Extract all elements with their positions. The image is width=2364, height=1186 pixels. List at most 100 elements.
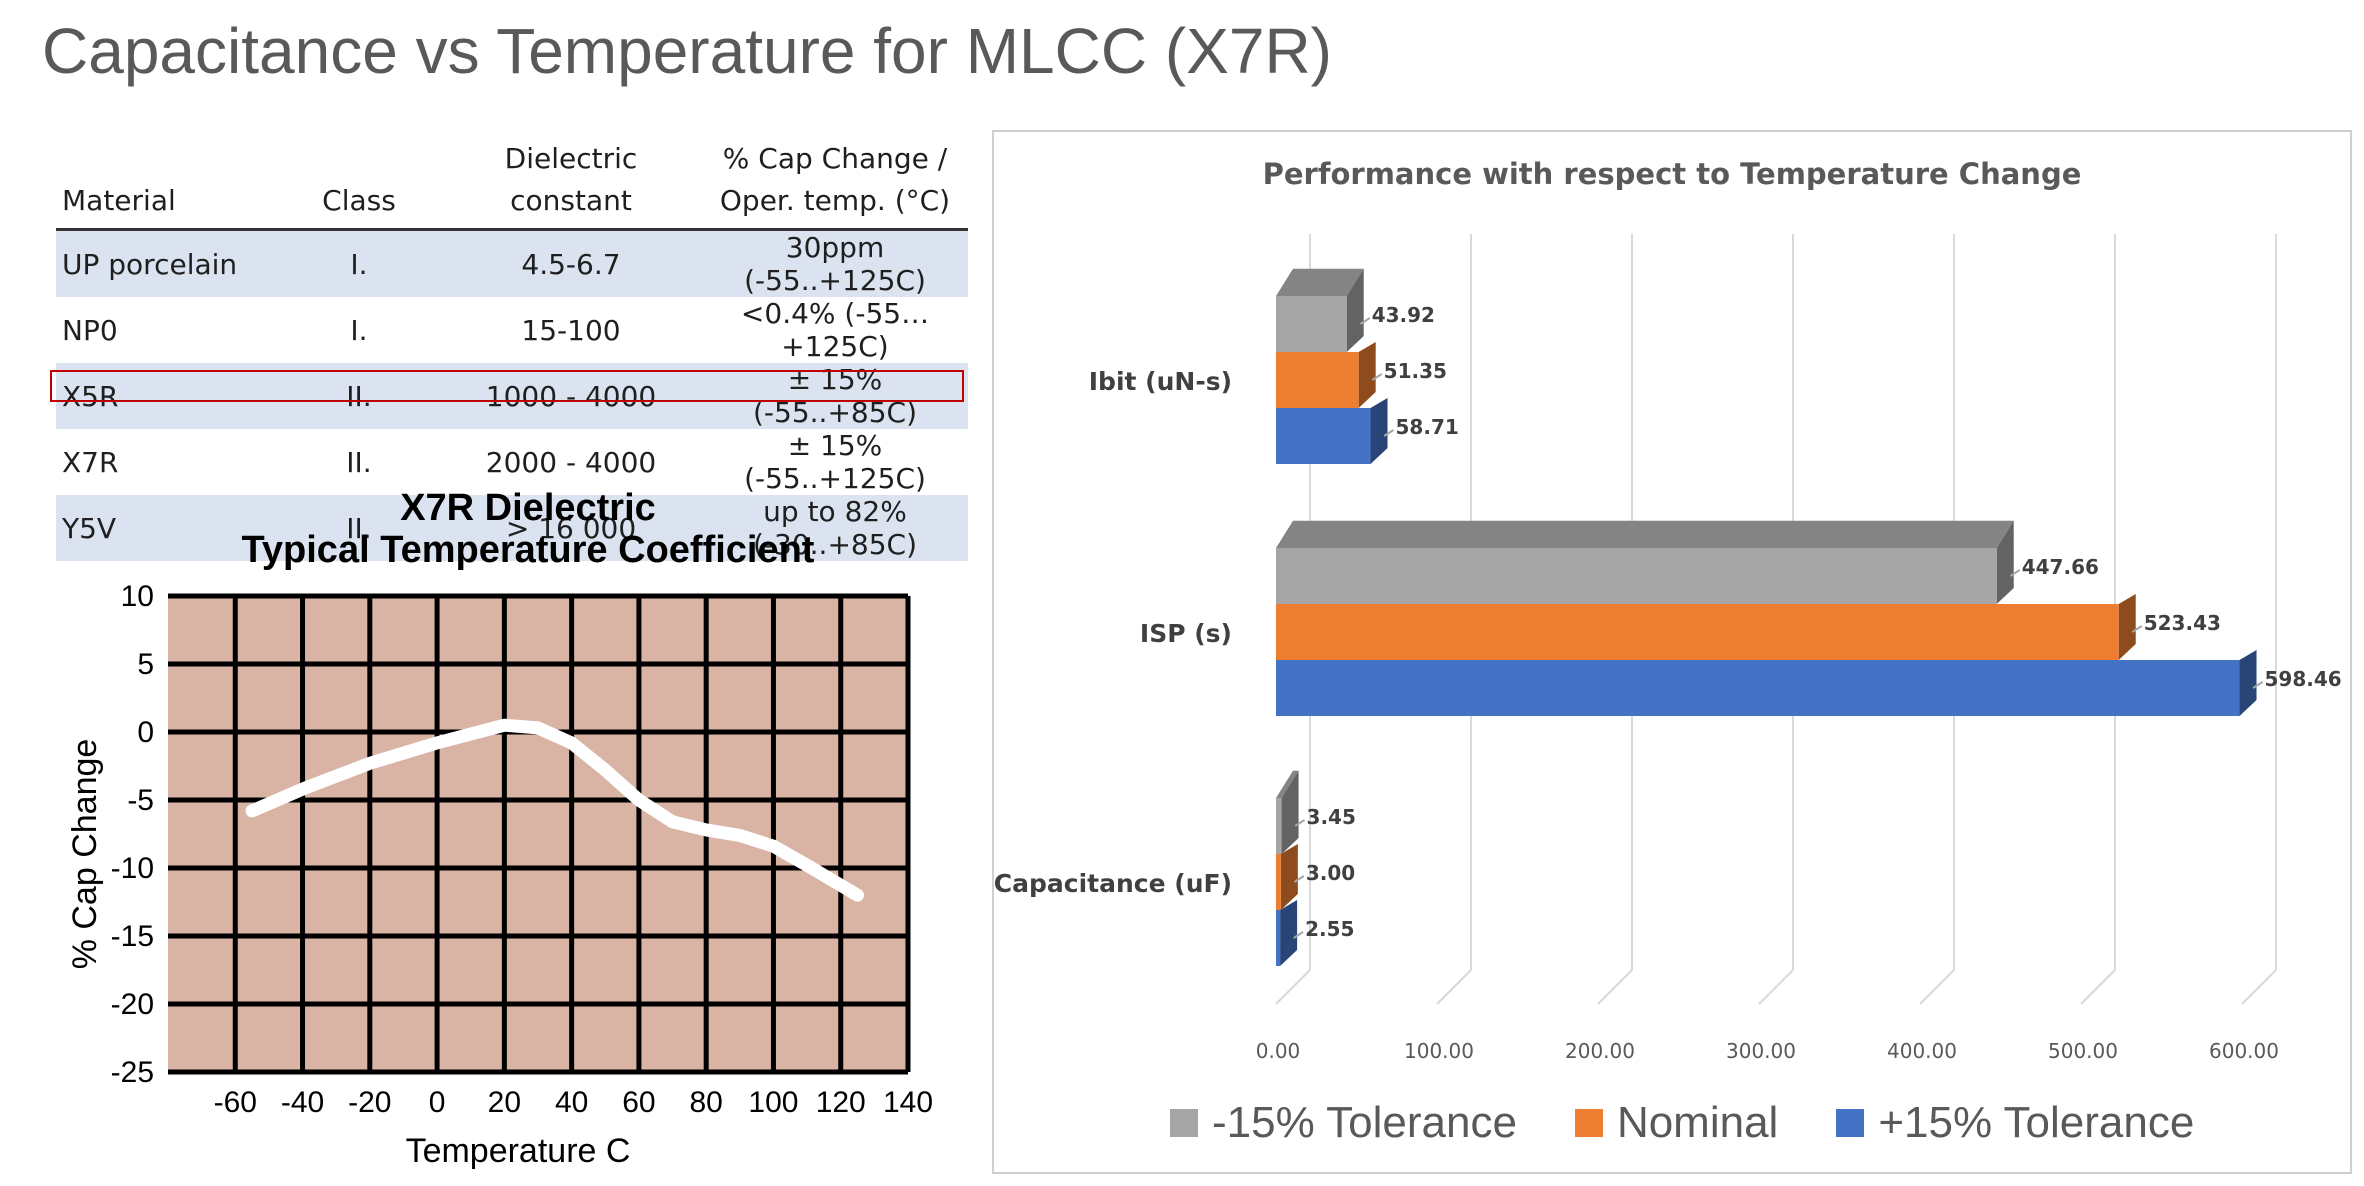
x-tick-label: 60 <box>622 1086 655 1119</box>
cell-cap-change: <0.4% (-55…+125C) <box>740 297 930 363</box>
category-label: Capacitance (uF) <box>994 869 1232 898</box>
cell-cap-change: ± 15% (-55..+125C) <box>744 429 926 495</box>
data-label-leader <box>1371 373 1383 381</box>
cell-dielectric: 4.5-6.7 <box>440 229 702 297</box>
bar-side-face <box>1280 900 1298 966</box>
x-tick-label: 600.00 <box>2209 1039 2279 1063</box>
bar-side-face <box>1346 268 1364 352</box>
table-row: Y5V II. > 16 000 up to 82% (-30..+85C) <box>56 495 968 561</box>
bar-chart-legend: -15% Tolerance Nominal +15% Tolerance <box>1170 1098 2194 1148</box>
floor-gridline <box>2241 969 2277 1005</box>
cell-material: NP0 <box>62 313 118 347</box>
bar <box>1276 408 1371 464</box>
x-tick-label: 120 <box>816 1086 866 1119</box>
bar <box>1276 798 1282 854</box>
x-tick-label: 0.00 <box>1256 1039 1301 1063</box>
data-label: 523.43 <box>2144 611 2221 635</box>
cap-change-curve <box>245 718 864 902</box>
data-label: 43.92 <box>1372 303 1435 327</box>
cell-dielectric: 1000 - 4000 <box>440 363 702 429</box>
bar <box>1276 854 1281 910</box>
bar-side-face <box>2239 650 2257 716</box>
legend-swatch <box>1836 1109 1865 1137</box>
cell-material: Y5V <box>56 495 278 561</box>
bar-side-face <box>1358 342 1376 408</box>
x-tick-label: 300.00 <box>1726 1039 1796 1063</box>
header-dielectric-constant: Dielectric constant <box>440 134 702 231</box>
legend-label: -15% Tolerance <box>1212 1098 1517 1147</box>
line-chart-plot-area <box>168 596 908 1072</box>
cell-cap-change: 30ppm (-55..+125C) <box>702 229 968 297</box>
legend-swatch <box>1574 1109 1603 1137</box>
x-axis-label: Temperature C <box>406 1132 631 1170</box>
x-tick-label: 100 <box>748 1086 798 1119</box>
floor-gridline <box>1275 969 1311 1005</box>
x7r-highlight-box <box>50 370 964 402</box>
bar <box>1276 910 1281 966</box>
bar-top-face <box>1276 268 1364 296</box>
bar-side-face <box>1280 844 1298 910</box>
x-tick-label: 20 <box>488 1086 521 1119</box>
x-tick-label: 100.00 <box>1404 1039 1474 1063</box>
cell-material: X5R <box>56 363 278 429</box>
x-tick-label: 80 <box>689 1086 722 1119</box>
cell-class: I. <box>350 313 368 347</box>
y-tick-label: 10 <box>121 580 154 613</box>
data-label-leader <box>2131 625 2143 633</box>
bar-chart-title: Performance with respect to Temperature … <box>1263 157 2082 191</box>
table-row: X5R II. 1000 - 4000 ± 15% (-55..+85C) <box>56 363 968 429</box>
cell-dielectric: > 16 000 <box>440 495 702 561</box>
x-tick-label: 400.00 <box>1887 1039 1957 1063</box>
floor-gridline <box>1597 969 1633 1005</box>
category-label: Ibit (uN-s) <box>1089 367 1232 396</box>
cell-material: UP porcelain <box>56 229 278 297</box>
y-tick-label: -15 <box>111 920 154 953</box>
line-chart-title: Typical Temperature Coefficient <box>242 529 815 571</box>
legend-label: Nominal <box>1616 1098 1779 1147</box>
bar <box>1276 604 2119 660</box>
header-cap-change: % Cap Change / Oper. temp. (°C) <box>702 134 968 231</box>
x-tick-label: 200.00 <box>1565 1039 1635 1063</box>
x-tick-label: -60 <box>214 1086 257 1119</box>
table-row: UP porcelain I. 4.5-6.7 30ppm (-55..+125… <box>56 229 968 297</box>
header-class: Class <box>278 134 440 231</box>
data-label: 51.35 <box>1384 359 1447 383</box>
floor-gridline <box>1919 969 1955 1005</box>
data-label: 3.45 <box>1307 805 1356 829</box>
data-label-leader <box>2252 681 2264 689</box>
legend-item: -15% Tolerance <box>1170 1098 1517 1148</box>
x-tick-label: 500.00 <box>2048 1039 2118 1063</box>
y-tick-label: -10 <box>111 852 154 885</box>
bar-chart-panel <box>992 130 2352 1174</box>
bar-side-face <box>1996 520 2014 604</box>
bar-side-face <box>1281 770 1299 854</box>
line-chart-title: X7R Dielectric <box>400 487 656 529</box>
cell-cap-change: up to 82% (-30..+85C) <box>702 495 968 561</box>
bar <box>1276 660 2240 716</box>
data-label: 3.00 <box>1306 861 1355 885</box>
x-tick-label: 40 <box>555 1086 588 1119</box>
y-tick-label: 5 <box>137 648 154 681</box>
y-tick-label: -25 <box>111 1056 154 1089</box>
bar <box>1276 352 1359 408</box>
data-label: 447.66 <box>2022 555 2099 579</box>
bar-side-face <box>1370 398 1388 464</box>
slide-title: Capacitance vs Temperature for MLCC (X7R… <box>42 15 1332 87</box>
legend-label: +15% Tolerance <box>1878 1098 2195 1147</box>
bar-side-face <box>2118 594 2136 660</box>
table-header-row: Material Class Dielectric constant % Cap… <box>56 134 968 231</box>
cell-dielectric: 15-100 <box>521 313 621 347</box>
header-material: Material <box>56 134 278 231</box>
bar-top-face <box>1276 770 1299 798</box>
bar <box>1276 548 1997 604</box>
data-label-leader <box>1293 931 1304 939</box>
legend-swatch <box>1170 1109 1198 1137</box>
data-label-leader <box>1383 429 1395 437</box>
data-label-leader <box>2009 569 2021 577</box>
x-tick-label: -20 <box>348 1086 391 1119</box>
dielectric-table: Material Class Dielectric constant % Cap… <box>56 134 968 561</box>
bar <box>1276 296 1347 352</box>
data-label: 2.55 <box>1305 917 1354 941</box>
x-tick-label: 140 <box>883 1086 933 1119</box>
